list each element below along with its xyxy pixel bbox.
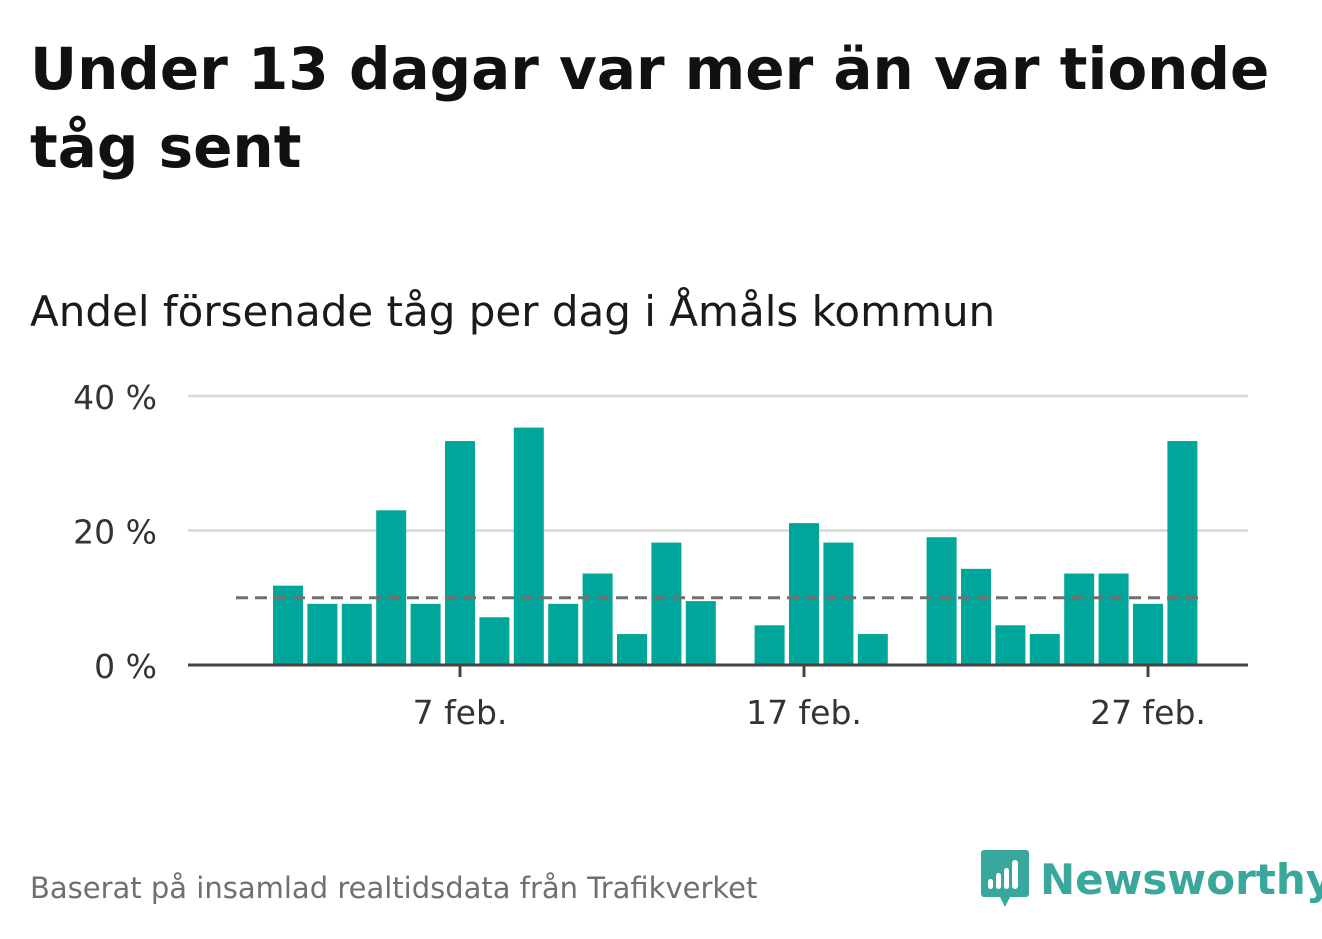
bar-25 — [1133, 603, 1163, 665]
y-tick-label: 40 % — [73, 378, 157, 417]
bar-23 — [1064, 573, 1095, 665]
bar-6 — [479, 617, 510, 665]
brand-logo: Newsworthy — [980, 848, 1322, 910]
bar-15 — [789, 523, 819, 665]
gridlines — [188, 394, 1248, 532]
y-tick-label: 0 % — [94, 647, 157, 686]
bars — [273, 427, 1198, 665]
x-axis-ticks: 7 feb. 17 feb. 27 feb. — [413, 665, 1206, 732]
x-tick-label: 17 feb. — [746, 693, 862, 732]
bar-1 — [307, 603, 338, 665]
bar-3 — [376, 510, 407, 665]
bar-4 — [410, 603, 441, 665]
bar-17 — [857, 634, 888, 665]
bar-5 — [445, 441, 475, 665]
bar-16 — [823, 542, 854, 665]
newsworthy-bar-chart-bubble-icon — [981, 850, 1029, 907]
bar-2 — [341, 603, 372, 665]
bar-8 — [548, 603, 579, 665]
bar-24 — [1098, 573, 1129, 665]
bar-10 — [617, 634, 647, 665]
x-tick-label: 7 feb. — [413, 693, 508, 732]
bar-21 — [995, 625, 1026, 665]
chart-title: Under 13 dagar var mer än var tionde tåg… — [30, 35, 1270, 181]
chart-subtitle: Andel försenade tåg per dag i Åmåls komm… — [30, 287, 996, 336]
bar-9 — [582, 573, 613, 665]
bar-22 — [1029, 634, 1060, 665]
bar-26 — [1167, 441, 1198, 665]
bar-7 — [513, 427, 544, 665]
bar-chart: 0 % 20 % 40 % 7 feb. 17 feb. 27 feb. — [73, 378, 1248, 732]
brand-name: Newsworthy — [1040, 854, 1322, 904]
bar-20 — [961, 568, 991, 665]
source-note: Baserat på insamlad realtidsdata från Tr… — [30, 871, 758, 905]
bar-11 — [651, 542, 682, 665]
x-tick-label: 27 feb. — [1090, 693, 1206, 732]
bar-19 — [926, 537, 957, 665]
bar-12 — [685, 601, 716, 665]
y-axis-tick-labels: 0 % 20 % 40 % — [73, 378, 157, 686]
y-tick-label: 20 % — [73, 513, 157, 552]
bar-14 — [754, 625, 785, 665]
